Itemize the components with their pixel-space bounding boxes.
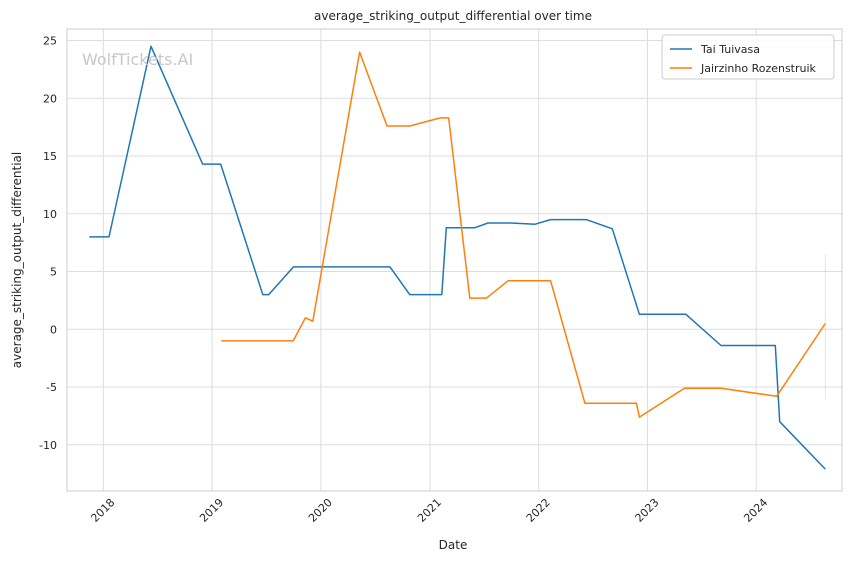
legend-label: Tai Tuivasa	[700, 43, 760, 56]
y-tick-label: 20	[43, 92, 57, 105]
y-tick-label: -10	[39, 439, 57, 452]
y-axis: -10 -5 0 5 10 15 20 25	[39, 35, 57, 452]
legend-box	[661, 34, 835, 80]
x-axis-label: Date	[439, 538, 468, 552]
y-tick-label: 0	[50, 323, 57, 336]
series-line-2	[221, 51, 826, 418]
y-tick-label: 25	[43, 35, 57, 48]
legend-label: Jairzinho Rozenstruik	[700, 62, 817, 75]
chart-title: average_striking_output_differential ove…	[314, 9, 592, 23]
y-tick-label: -5	[46, 381, 57, 394]
watermark: WolfTickets.AI	[82, 50, 193, 69]
grid	[67, 29, 842, 491]
series-layer	[89, 45, 826, 470]
legend: Tai Tuivasa Jairzinho Rozenstruik	[661, 34, 835, 80]
plot-area	[66, 28, 843, 492]
y-axis-label: average_striking_output_differential	[10, 152, 24, 368]
y-tick-label: 15	[43, 150, 57, 163]
y-tick-label: 5	[50, 266, 57, 279]
series-line-1	[89, 45, 826, 470]
y-tick-label: 10	[43, 208, 57, 221]
